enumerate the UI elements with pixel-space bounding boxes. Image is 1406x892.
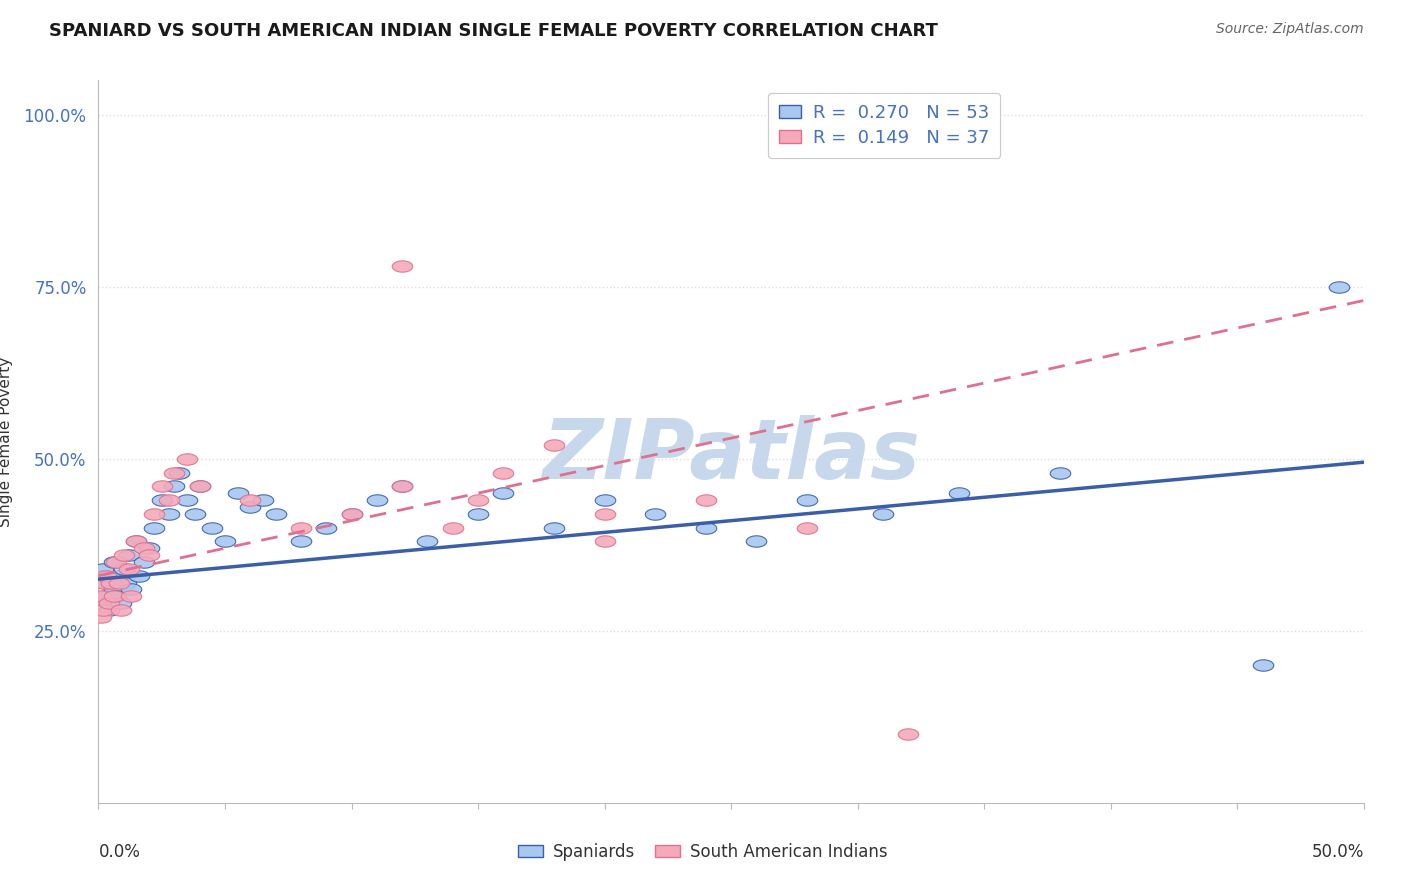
Point: [239, 500, 262, 514]
Point: [252, 493, 274, 508]
Point: [120, 582, 142, 597]
Point: [150, 493, 173, 508]
Point: [107, 568, 129, 582]
Point: [391, 259, 413, 273]
Point: [948, 486, 970, 500]
Point: [115, 575, 138, 590]
Point: [214, 534, 236, 549]
Point: [128, 568, 150, 582]
Point: [94, 590, 117, 604]
Point: [112, 562, 135, 576]
Point: [391, 479, 413, 493]
Point: [94, 575, 117, 590]
Point: [543, 520, 565, 534]
Point: [118, 562, 141, 576]
Point: [1251, 658, 1274, 673]
Point: [1049, 466, 1071, 480]
Text: 50.0%: 50.0%: [1312, 843, 1364, 861]
Point: [176, 451, 198, 466]
Point: [644, 507, 666, 521]
Point: [226, 486, 249, 500]
Point: [366, 493, 388, 508]
Point: [107, 575, 129, 590]
Point: [132, 541, 155, 556]
Point: [103, 590, 125, 604]
Point: [150, 479, 173, 493]
Point: [188, 479, 211, 493]
Point: [90, 568, 112, 582]
Point: [157, 507, 180, 521]
Point: [290, 520, 312, 534]
Legend: Spaniards, South American Indians: Spaniards, South American Indians: [512, 837, 894, 868]
Point: [796, 520, 818, 534]
Point: [105, 590, 128, 604]
Point: [264, 507, 287, 521]
Point: [112, 548, 135, 562]
Y-axis label: Single Female Poverty: Single Female Poverty: [0, 357, 13, 526]
Point: [183, 507, 205, 521]
Point: [118, 548, 141, 562]
Text: 0.0%: 0.0%: [98, 843, 141, 861]
Point: [93, 603, 115, 617]
Point: [163, 466, 186, 480]
Point: [340, 507, 363, 521]
Point: [105, 555, 128, 569]
Point: [796, 493, 818, 508]
Point: [93, 575, 115, 590]
Text: Source: ZipAtlas.com: Source: ZipAtlas.com: [1216, 22, 1364, 37]
Point: [176, 493, 198, 508]
Point: [103, 555, 125, 569]
Point: [93, 596, 115, 610]
Point: [897, 727, 920, 741]
Point: [100, 575, 122, 590]
Point: [163, 479, 186, 493]
Point: [188, 479, 211, 493]
Point: [467, 507, 489, 521]
Point: [110, 603, 132, 617]
Point: [110, 596, 132, 610]
Point: [416, 534, 439, 549]
Point: [441, 520, 464, 534]
Point: [132, 555, 155, 569]
Point: [97, 596, 120, 610]
Point: [340, 507, 363, 521]
Point: [100, 575, 122, 590]
Point: [593, 534, 616, 549]
Point: [138, 548, 160, 562]
Point: [315, 520, 337, 534]
Point: [201, 520, 224, 534]
Text: SPANIARD VS SOUTH AMERICAN INDIAN SINGLE FEMALE POVERTY CORRELATION CHART: SPANIARD VS SOUTH AMERICAN INDIAN SINGLE…: [49, 22, 938, 40]
Point: [93, 562, 115, 576]
Point: [1327, 279, 1350, 293]
Point: [94, 568, 117, 582]
Point: [97, 603, 120, 617]
Point: [143, 507, 166, 521]
Point: [492, 466, 515, 480]
Point: [125, 534, 148, 549]
Point: [138, 541, 160, 556]
Point: [543, 438, 565, 452]
Point: [239, 493, 262, 508]
Point: [695, 520, 717, 534]
Text: ZIPatlas: ZIPatlas: [543, 416, 920, 497]
Point: [90, 610, 112, 624]
Point: [125, 534, 148, 549]
Point: [593, 493, 616, 508]
Point: [467, 493, 489, 508]
Point: [290, 534, 312, 549]
Point: [143, 520, 166, 534]
Point: [695, 493, 717, 508]
Point: [157, 493, 180, 508]
Point: [593, 507, 616, 521]
Point: [391, 479, 413, 493]
Point: [120, 590, 142, 604]
Legend: R =  0.270   N = 53, R =  0.149   N = 37: R = 0.270 N = 53, R = 0.149 N = 37: [768, 93, 1001, 158]
Point: [872, 507, 894, 521]
Point: [169, 466, 191, 480]
Point: [745, 534, 768, 549]
Point: [492, 486, 515, 500]
Point: [103, 582, 125, 597]
Point: [90, 590, 112, 604]
